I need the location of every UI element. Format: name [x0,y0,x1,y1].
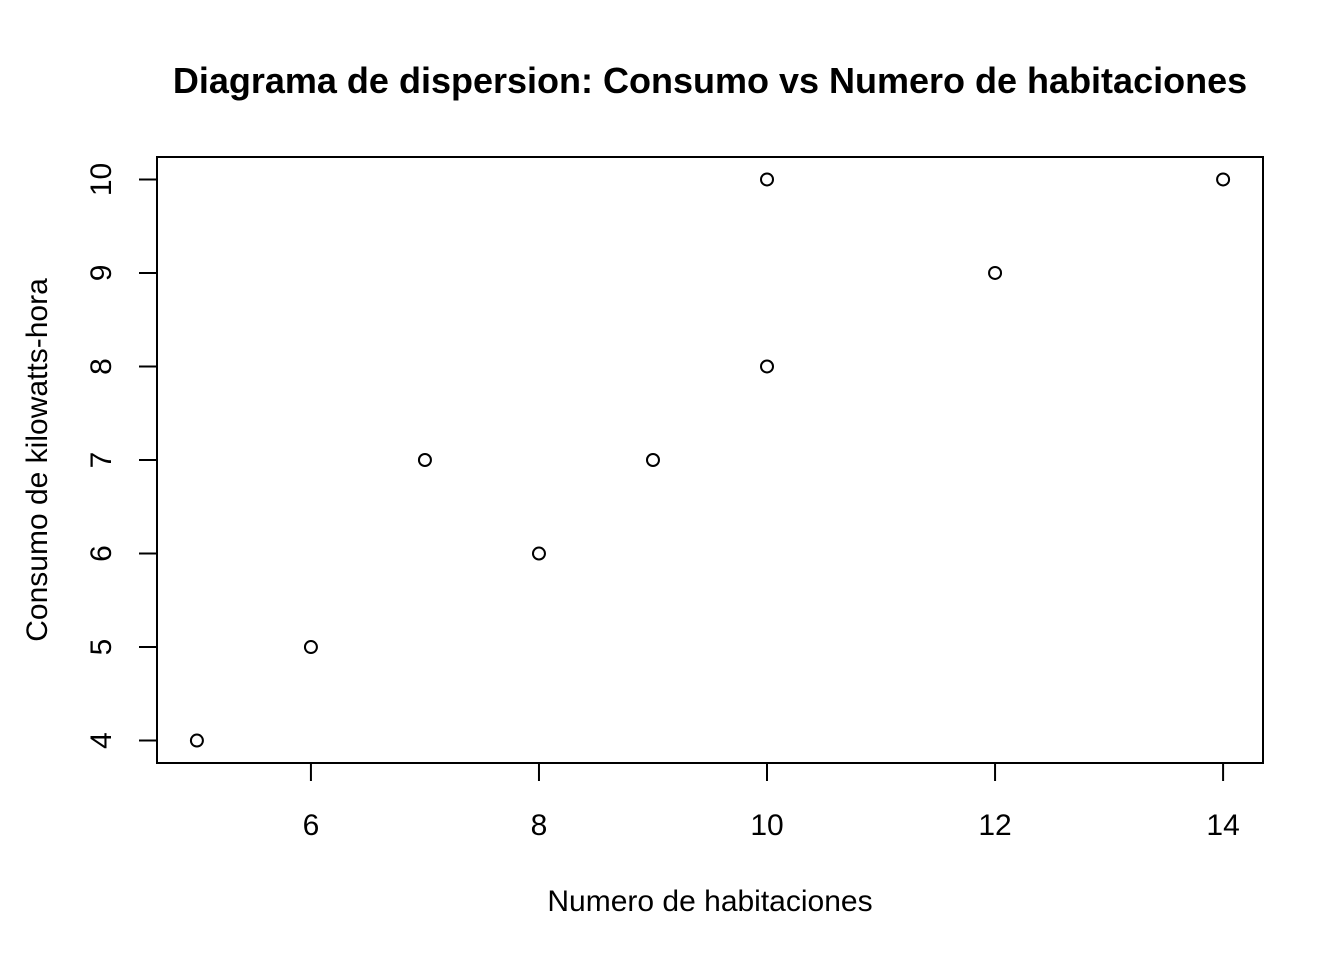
y-tick-label: 9 [85,265,118,282]
y-tick-label: 7 [85,452,118,469]
y-tick-label: 10 [85,163,118,196]
x-tick-label: 8 [531,809,548,842]
x-tick-label: 6 [303,809,320,842]
y-tick-label: 6 [85,545,118,562]
data-points [189,172,1231,748]
y-tick-label: 4 [85,732,118,749]
y-axis-label: Consumo de kilowatts-hora [21,278,54,642]
data-point [303,640,318,655]
x-tick-label: 10 [750,809,783,842]
y-axis: 4 5 6 7 8 9 10 [85,163,158,749]
data-point [645,453,660,467]
x-axis-label: Numero de habitaciones [547,885,872,918]
chart-title: Diagrama de dispersion: Consumo vs Numer… [173,60,1247,101]
x-tick-label: 14 [1206,809,1239,842]
data-point [988,265,1003,280]
data-point [760,359,775,374]
plot-frame [156,156,1264,764]
y-tick-label: 8 [85,358,118,375]
x-tick-label: 12 [978,809,1011,842]
y-tick-label: 5 [85,639,118,656]
data-point [760,172,775,187]
data-point [1216,172,1231,187]
x-axis: 6 8 10 12 14 [303,762,1240,842]
data-point [417,453,432,467]
data-point [189,733,204,748]
data-point [531,546,546,561]
